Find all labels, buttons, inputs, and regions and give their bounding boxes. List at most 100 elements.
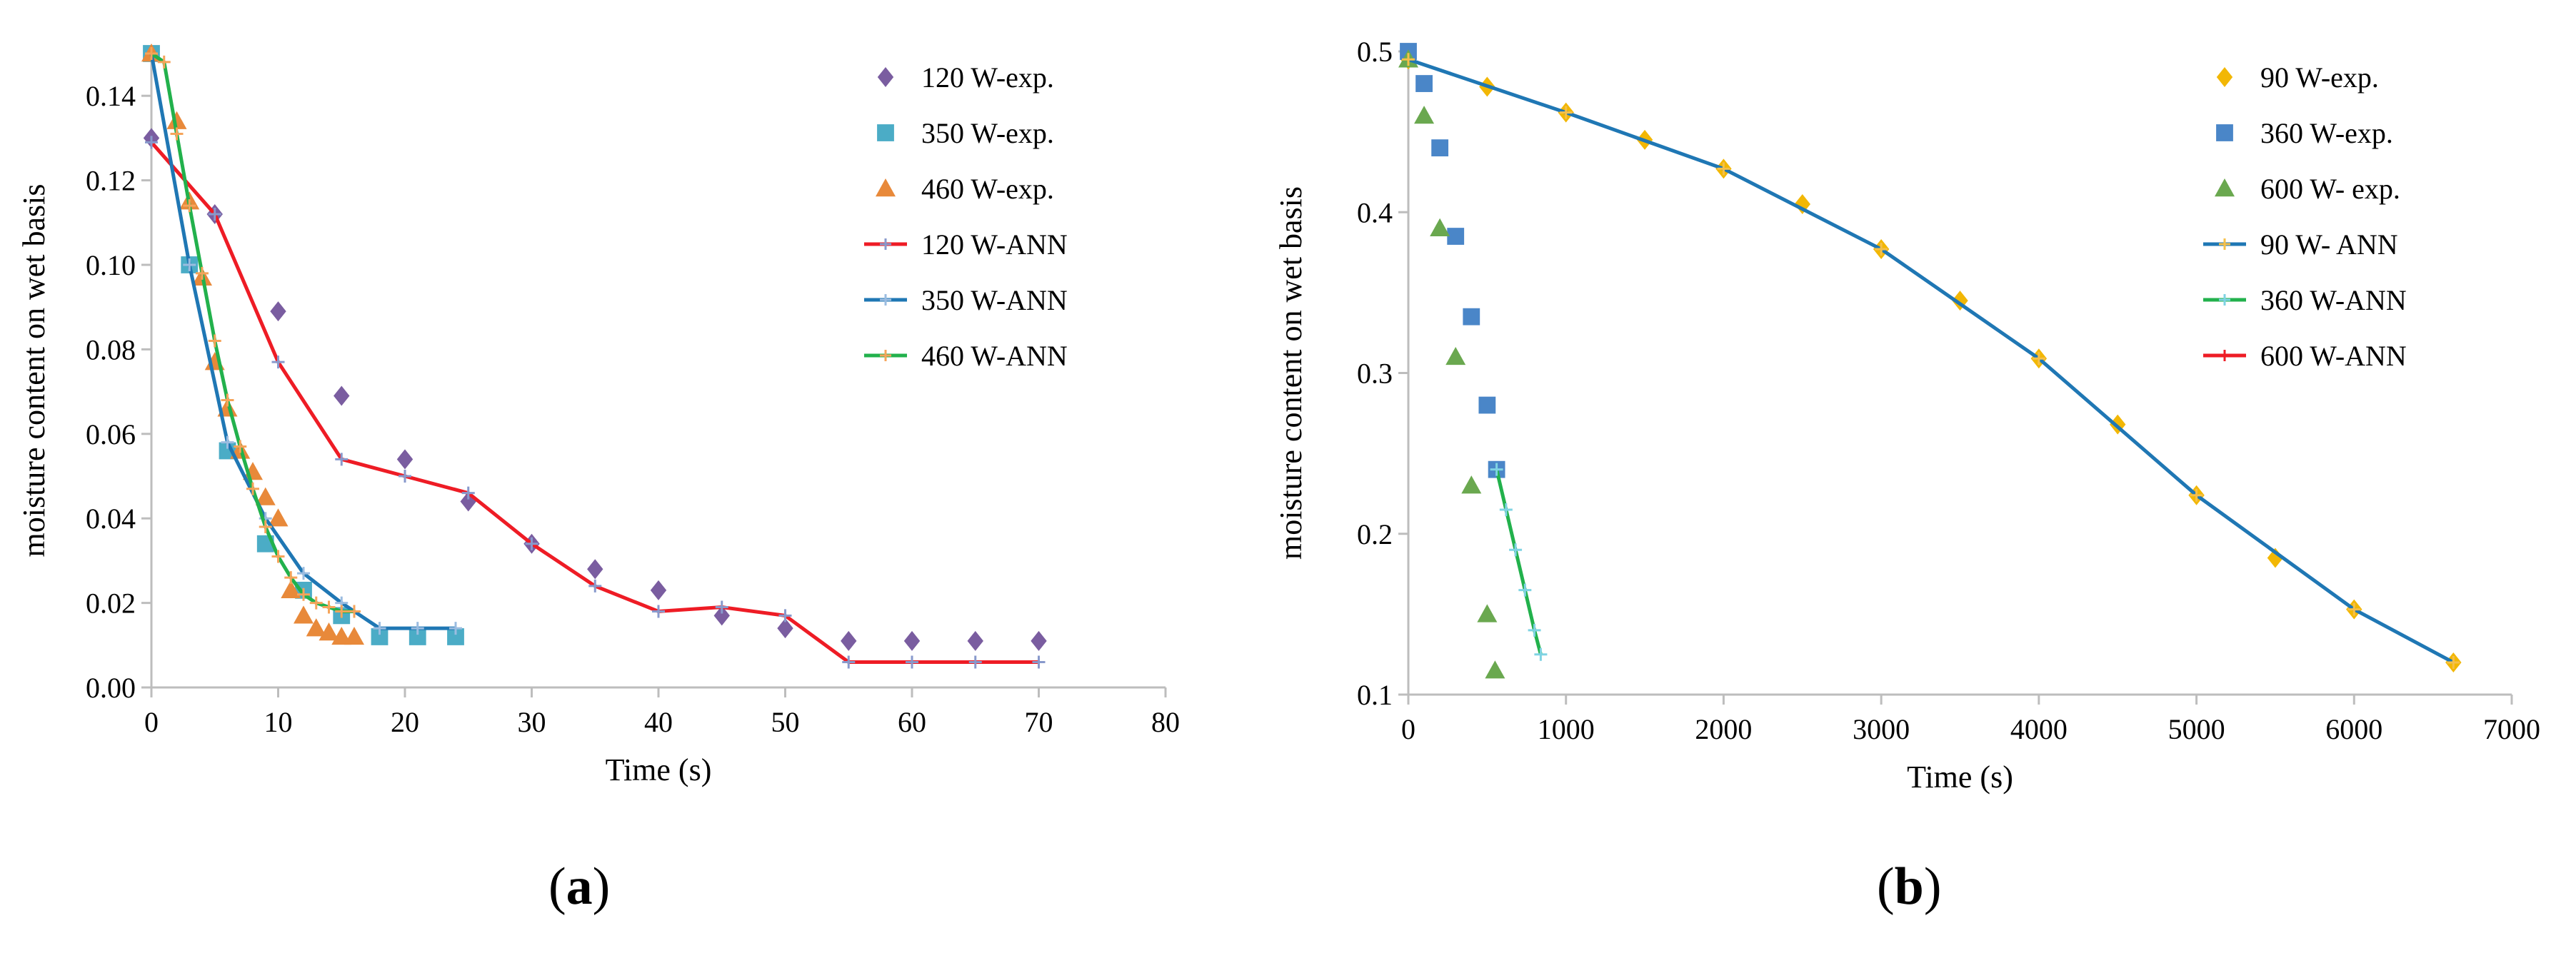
panel-label-a: (a)	[548, 857, 611, 916]
chart-a-series-3-point-11	[842, 655, 856, 669]
panel-label-a-letter: a	[566, 857, 593, 916]
chart-b-legend-label-4: 360 W-ANN	[2260, 284, 2407, 316]
chart-a-series-4-point-4	[297, 567, 310, 580]
chart-a-series-5-point-14	[322, 600, 336, 614]
chart-b-y-axis-label: moisture content on wet basis	[1273, 186, 1308, 560]
chart-a-series-1-point-6	[371, 628, 389, 645]
chart-b-series-0-point-11	[2267, 548, 2284, 568]
chart-a-series-5-point-1	[157, 55, 171, 69]
chart-a-series-3-point-14	[1032, 655, 1046, 669]
chart-a-series-3-point-9	[715, 600, 728, 614]
chart-a-series-5-point-8	[246, 482, 259, 495]
chart-a-series-5-point-6	[221, 393, 234, 407]
chart-b-series-2	[1398, 49, 1505, 679]
panel-label-b-letter: b	[1894, 857, 1924, 916]
chart-a-series-5-point-7	[234, 440, 247, 453]
chart-a-series-5	[145, 47, 361, 618]
chart-a-x-tick-label-2: 20	[391, 706, 419, 738]
chart-a-series-4-line	[149, 53, 456, 630]
chart-b-series-0-point-5	[1794, 193, 1810, 214]
chart-b-series-3-point-5	[2190, 488, 2203, 502]
chart-a-series-4-point-8	[449, 622, 462, 635]
chart-a-series-0-point-10	[777, 618, 793, 639]
chart-a-series-0	[143, 128, 1047, 651]
chart-b-legend-label-0: 90 W-exp.	[2260, 61, 2379, 94]
chart-b-series-3	[1402, 53, 2460, 669]
chart-b-series-4-point-4	[1528, 623, 1541, 637]
chart-a-series-3-point-1	[208, 207, 221, 221]
chart-a-series-2-point-8	[255, 487, 276, 505]
chart-b-series-0-point-9	[2110, 414, 2126, 435]
chart-b-y-tick-label-4: 0.5	[1357, 36, 1393, 68]
chart-a-series-5-point-0	[145, 47, 158, 60]
chart-b-legend-swatch-tick-5	[2219, 350, 2230, 361]
panel-label-b: (b)	[1877, 857, 1942, 916]
chart-a-series-4-point-2	[221, 435, 234, 449]
chart-a-y-tick-label-3: 0.06	[86, 418, 136, 450]
chart-a-series-0-point-11	[841, 630, 857, 651]
chart-a-legend-swatch-tick-5	[880, 350, 891, 361]
chart-a-series-5-line	[150, 51, 354, 613]
chart-b-series-2-point-4	[1461, 475, 1482, 494]
chart-b-series-3-point-1	[1559, 106, 1573, 119]
chart-a-legend-swatch-tick-3	[880, 238, 891, 250]
chart-b-x-tick-label-4: 4000	[2010, 713, 2068, 745]
chart-a-series-0-point-2	[270, 301, 286, 322]
chart-a-y-tick-label-1: 0.02	[86, 588, 136, 620]
chart-b-x-axis-label: Time (s)	[1907, 760, 2013, 795]
chart-b-legend-swatch-1	[2216, 124, 2233, 141]
chart-a-series-0-point-13	[967, 630, 983, 651]
chart-a-x-axis-label: Time (s)	[606, 752, 712, 787]
chart-a-x-tick-label-8: 80	[1151, 706, 1180, 738]
chart-b-series-3-line	[1408, 57, 2455, 665]
chart-a-x-tick-label-0: 0	[144, 706, 159, 738]
chart-b-series-1-point-3	[1447, 228, 1465, 245]
chart-a-x-tick-label-5: 50	[771, 706, 800, 738]
chart-b-x-tick-label-2: 2000	[1695, 713, 1752, 745]
chart-b-x-tick-label-1: 1000	[1538, 713, 1595, 745]
chart-b-series-4-point-3	[1518, 583, 1532, 597]
chart-a-legend-label-4: 350 W-ANN	[921, 284, 1068, 316]
chart-b-series-3-point-4	[2032, 352, 2045, 365]
chart-a-legend-label-2: 460 W-exp.	[921, 173, 1054, 205]
chart-a-legend-label-1: 350 W-exp.	[921, 117, 1054, 149]
chart-b-series-4-point-0	[1490, 463, 1503, 476]
chart-b-series-3-point-3	[1875, 243, 1888, 256]
chart-b-y-tick-label-2: 0.3	[1357, 358, 1393, 390]
chart-a-series-0-point-8	[650, 580, 667, 600]
chart-a-series-0-point-4	[396, 449, 414, 470]
chart-b-legend-swatch-2	[2215, 178, 2235, 197]
chart-a-series-3-point-7	[588, 579, 602, 593]
chart-a-series-0-point-9	[713, 605, 730, 626]
chart-a-series-4-point-1	[183, 258, 196, 271]
chart-b-series-2-point-6	[1485, 660, 1505, 679]
chart-a-legend-swatch-0	[877, 67, 894, 87]
chart-b-x-tick-label-7: 7000	[2483, 713, 2540, 745]
chart-a-series-3-point-12	[906, 655, 918, 669]
chart-b-x-tick-label-5: 5000	[2168, 713, 2225, 745]
chart-a-legend-label-3: 120 W-ANN	[921, 228, 1068, 261]
chart-a-legend-swatch-1	[877, 124, 894, 141]
chart-b-legend-swatch-0	[2216, 67, 2233, 87]
chart-a-y-tick-label-5: 0.10	[86, 249, 136, 281]
chart-a-legend-label-5: 460 W-ANN	[921, 340, 1068, 372]
chart-b-series-4	[1490, 463, 1548, 661]
chart-a-series-0-point-7	[587, 559, 603, 580]
chart-a-y-tick-label-4: 0.08	[86, 333, 136, 365]
chart-a-series-5-point-2	[170, 127, 184, 141]
chart-b-series-2-point-3	[1445, 346, 1466, 365]
chart-b-series-1	[1400, 43, 1505, 478]
chart-a-series-1-point-2	[219, 442, 236, 460]
chart-b-legend-label-2: 600 W- exp.	[2260, 173, 2400, 205]
chart-a-series-3-point-3	[335, 453, 349, 466]
chart-a-legend-swatch-2	[876, 178, 896, 197]
chart-b-legend-swatch-tick-3	[2219, 238, 2230, 250]
chart-a-series-5-point-3	[183, 199, 196, 213]
chart-b-series-2-point-5	[1477, 604, 1498, 622]
chart-a-y-tick-label-0: 0.00	[86, 672, 136, 704]
chart-a-series-5-point-13	[309, 596, 323, 610]
chart-a-series-2-point-12	[306, 618, 326, 637]
chart-a-series-2-point-11	[294, 605, 314, 624]
chart-b-series-4-point-2	[1509, 543, 1523, 557]
chart-a-series-4-point-7	[411, 622, 424, 635]
